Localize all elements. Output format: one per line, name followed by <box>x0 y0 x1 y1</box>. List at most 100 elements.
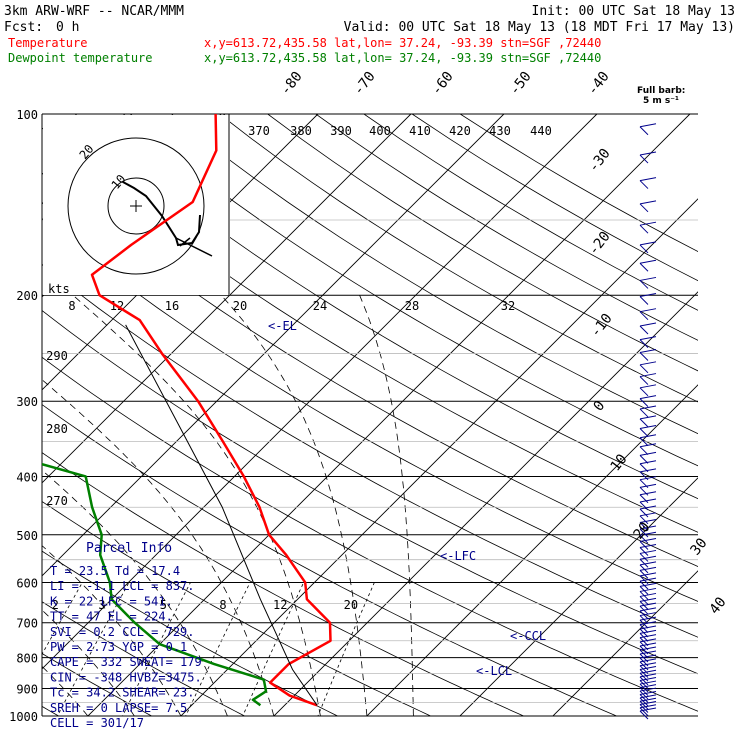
wind-barb <box>639 203 649 213</box>
wind-barb <box>639 518 657 523</box>
wind-barb <box>639 684 657 689</box>
moist-adiabat <box>359 295 414 716</box>
wind-barb <box>639 577 657 582</box>
wind-barb <box>639 697 649 707</box>
theta-label: 390 <box>330 124 352 138</box>
level-annotation: <-EL <box>268 319 297 333</box>
dry-adiabat <box>42 500 432 716</box>
level-annotation: <-LFC <box>440 549 476 563</box>
parcel-info-title: Parcel Info <box>86 541 172 556</box>
wind-barb <box>639 512 657 517</box>
wind-barb <box>639 676 657 681</box>
theta-side-label: 290 <box>46 349 68 363</box>
wind-barb <box>639 505 657 510</box>
wind-barb <box>639 680 649 689</box>
temperature-tick-label: -50 <box>507 69 535 99</box>
wind-barb <box>639 336 657 341</box>
wind-barb <box>639 701 657 706</box>
hodograph-speed-label: 24 <box>313 299 327 313</box>
fcst-value: 0 h <box>56 20 79 35</box>
temperature-tick-label: -40 <box>585 69 613 99</box>
parcel-info-row: Tc = 34.2 SHEAR= 23. <box>50 686 195 700</box>
wind-barb <box>639 483 657 488</box>
dry-adiabat <box>122 114 698 467</box>
barb-legend-unit: 5 m s⁻¹ <box>643 96 679 106</box>
isotherm <box>87 114 691 716</box>
parcel-info-row: K = 22 LFC = 541. <box>50 594 173 608</box>
wind-barb <box>639 508 649 518</box>
temperature-tick-label: 30 <box>688 535 711 558</box>
dry-adiabat <box>42 127 698 533</box>
wind-barb <box>639 662 657 667</box>
wind-barb <box>639 293 657 298</box>
parcel-info-row: CIN = -348 HVBZ=3475. <box>50 670 202 684</box>
wind-barb <box>639 443 657 448</box>
hodograph-ring <box>107 177 165 235</box>
wind-barb <box>639 669 657 674</box>
dry-adiabat <box>74 114 698 500</box>
wind-barb <box>639 625 657 630</box>
wind-barb <box>639 498 657 503</box>
wind-barb <box>639 621 657 626</box>
wind-barb <box>639 694 649 703</box>
wind-barb <box>639 311 649 321</box>
sounding-series <box>42 114 332 707</box>
wind-barb <box>639 575 649 585</box>
wind-barb <box>639 515 649 525</box>
wind-barb <box>639 572 657 577</box>
wind-barb <box>639 658 657 663</box>
temperature-tick-label: -10 <box>588 311 616 341</box>
wind-barb <box>639 707 657 712</box>
wind-barb <box>639 602 657 607</box>
wind-barb <box>639 428 649 437</box>
wind-barb <box>639 364 649 374</box>
wind-barb <box>639 123 657 128</box>
wind-barb <box>639 650 657 655</box>
init-time: Init: 00 UTC Sat 18 May 13 <box>532 4 736 19</box>
hodograph-speed-label: 20 <box>233 299 247 313</box>
wind-barb <box>639 690 649 700</box>
wind-barb <box>639 541 649 550</box>
parcel-info-row: PW = 2.73 YGP = 0.1 <box>50 640 187 654</box>
wind-barb <box>639 437 649 447</box>
dry-adiabat <box>42 601 246 716</box>
wind-barb <box>639 687 649 696</box>
isotherm <box>180 198 698 716</box>
dry-adiabat <box>42 310 698 675</box>
wind-barb <box>639 616 657 621</box>
hodograph-center <box>130 200 142 212</box>
wind-barb <box>639 683 649 693</box>
wind-barb <box>639 276 657 281</box>
wind-barb <box>639 259 657 264</box>
theta-side-label: 270 <box>46 494 68 508</box>
wind-barb <box>639 460 657 465</box>
wind-barb <box>639 672 649 682</box>
mixing-ratio-label: 12 <box>273 598 287 612</box>
wind-barb <box>639 395 657 400</box>
wind-barb <box>639 154 649 164</box>
wind-barb <box>639 638 657 643</box>
wind-barb <box>639 555 657 560</box>
hodograph-speed-label: 32 <box>501 299 515 313</box>
wind-barb <box>639 384 657 389</box>
wind-barb <box>639 531 657 536</box>
wind-barb <box>639 700 649 710</box>
dry-adiabat <box>42 218 698 602</box>
wind-barb <box>639 587 657 592</box>
wind-barb <box>639 646 657 651</box>
wind-barb <box>639 339 649 348</box>
hodograph-speed-label: 8 <box>68 299 75 313</box>
wind-barb <box>639 418 649 428</box>
theta-label: 440 <box>530 124 552 138</box>
wind-barb <box>639 525 657 530</box>
isotherm <box>459 477 698 716</box>
parcel-info-box: Parcel Info T = 23.5 Td = 17.4LI = -1.1 … <box>50 541 202 730</box>
wind-barb <box>639 398 649 407</box>
wind-barb <box>639 570 649 579</box>
wind-barb <box>639 528 649 538</box>
theta-label: 400 <box>369 124 391 138</box>
temperature-tick-label: -80 <box>278 69 306 99</box>
wind-barb <box>639 296 649 305</box>
